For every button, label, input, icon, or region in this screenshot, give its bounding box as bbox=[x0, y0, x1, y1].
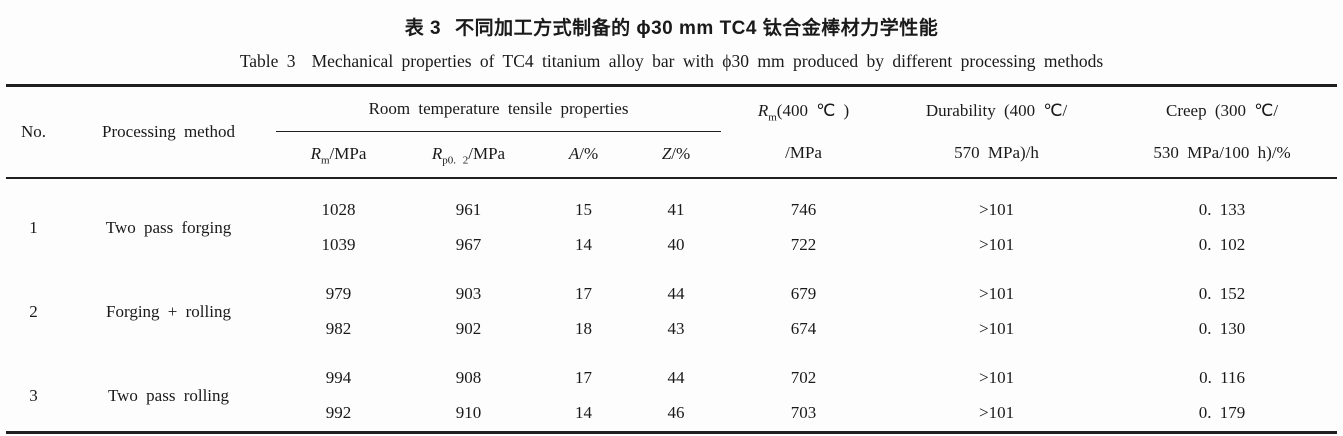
cell-a: 18 bbox=[575, 319, 592, 338]
cell-creep: 0. 116 bbox=[1199, 368, 1245, 387]
cell-creep: 0. 133 bbox=[1198, 200, 1246, 219]
table-row: 1 Two pass forging 1028 961 15 41 746 >1… bbox=[6, 178, 1337, 237]
cell-durability: >101 bbox=[978, 284, 1015, 303]
cell-durability: >101 bbox=[978, 319, 1015, 338]
col-header-durability: Durability (400 ℃/ 570 MPa)/h bbox=[886, 85, 1108, 179]
rm400-line1: Rm(400 ℃ ) bbox=[721, 90, 886, 132]
col-header-a: A/% bbox=[536, 131, 631, 179]
cell-durability: >101 bbox=[978, 368, 1015, 387]
cell-rp02: 902 bbox=[455, 319, 482, 338]
cell-durability: >101 bbox=[978, 235, 1015, 254]
a-symbol: A bbox=[568, 144, 580, 164]
rm400-symbol: R bbox=[757, 100, 769, 120]
col-header-rm: Rm/MPa bbox=[276, 131, 401, 179]
cell-no: 3 bbox=[29, 385, 38, 405]
creep-line1: Creep (300 ℃/ bbox=[1165, 100, 1279, 120]
col-header-no: No. bbox=[6, 85, 61, 179]
cell-creep: 0. 179 bbox=[1198, 403, 1246, 422]
cell-method: Two pass forging bbox=[105, 217, 232, 237]
table-number-en: Table 3 bbox=[239, 51, 296, 71]
col-header-rm-400: Rm(400 ℃ ) /MPa bbox=[721, 85, 887, 179]
cell-rm: 979 bbox=[325, 284, 352, 303]
cell-z: 43 bbox=[667, 319, 685, 338]
col-header-creep: Creep (300 ℃/ 530 MPa/100 h)/% bbox=[1107, 85, 1338, 179]
cell-z: 44 bbox=[667, 284, 685, 303]
a-unit: /% bbox=[579, 144, 599, 164]
cell-method: Forging + rolling bbox=[106, 301, 231, 321]
cell-creep: 0. 152 bbox=[1198, 284, 1246, 303]
table-caption-english: Table 3 Mechanical properties of TC4 tita… bbox=[0, 51, 1343, 72]
cell-a: 14 bbox=[575, 403, 592, 422]
header-row-sub: Rm/MPa Rp0. 2/MPa A/% Z/% bbox=[6, 131, 1337, 179]
cell-no: 2 bbox=[29, 301, 38, 321]
cell-z: 40 bbox=[667, 235, 685, 254]
cell-method: Two pass rolling bbox=[107, 385, 230, 405]
cell-rp02: 908 bbox=[455, 368, 482, 387]
table-body: 1 Two pass forging 1028 961 15 41 746 >1… bbox=[6, 178, 1337, 433]
col-header-z: Z/% bbox=[631, 131, 722, 179]
rm400-subscript: m bbox=[768, 111, 777, 124]
table-number-zh: 表 3 bbox=[404, 18, 442, 39]
cell-rm: 994 bbox=[325, 368, 352, 387]
cell-z: 41 bbox=[667, 200, 685, 219]
table-caption-chinese: 表 3 不同加工方式制备的 ϕ30 mm TC4 钛合金棒材力学性能 bbox=[0, 0, 1343, 40]
table-row: 3 Two pass rolling 994 908 17 44 702 >10… bbox=[6, 347, 1337, 405]
cell-a: 14 bbox=[575, 235, 592, 254]
rp02-subscript: p0. 2 bbox=[442, 154, 469, 167]
cell-z: 44 bbox=[667, 368, 685, 387]
cell-a: 15 bbox=[575, 200, 592, 219]
cell-rm: 1039 bbox=[321, 235, 356, 254]
cell-rp02: 961 bbox=[455, 200, 482, 219]
table-row: 982 902 18 43 674 >101 0. 130 bbox=[6, 312, 1337, 347]
table-row: 2 Forging + rolling 979 903 17 44 679 >1… bbox=[6, 263, 1337, 321]
cell-rm400: 702 bbox=[790, 368, 817, 387]
cell-rm400: 679 bbox=[790, 284, 817, 303]
table-row: 1039 967 14 40 722 >101 0. 102 bbox=[6, 228, 1337, 263]
rp02-unit: /MPa bbox=[468, 144, 506, 164]
cell-a: 17 bbox=[575, 284, 592, 303]
cell-z: 46 bbox=[667, 403, 685, 422]
cell-rm: 982 bbox=[325, 319, 352, 338]
rm-symbol: R bbox=[310, 144, 321, 164]
cell-rp02: 910 bbox=[455, 403, 482, 422]
rp02-symbol: R bbox=[431, 144, 443, 164]
rm400-condition: (400 ℃ ) bbox=[776, 100, 850, 120]
cell-durability: >101 bbox=[978, 200, 1015, 219]
durability-line1: Durability (400 ℃/ bbox=[925, 100, 1068, 120]
mechanical-properties-table: No. Processing method Room temperature t… bbox=[6, 84, 1338, 434]
table-title-en: Mechanical properties of TC4 titanium al… bbox=[311, 51, 1104, 71]
cell-creep: 0. 130 bbox=[1198, 319, 1246, 338]
rm-unit: /MPa bbox=[329, 144, 367, 164]
cell-rm400: 746 bbox=[790, 200, 817, 219]
cell-rm400: 722 bbox=[790, 235, 817, 254]
cell-rm400: 703 bbox=[790, 403, 817, 422]
rm400-line2: /MPa bbox=[785, 142, 822, 162]
cell-rm: 992 bbox=[325, 403, 352, 422]
creep-line2: 530 MPa/100 h)/% bbox=[1153, 142, 1291, 162]
rm-subscript: m bbox=[320, 154, 330, 167]
table-title-zh: 不同加工方式制备的 ϕ30 mm TC4 钛合金棒材力学性能 bbox=[455, 18, 939, 39]
header-row-top: No. Processing method Room temperature t… bbox=[6, 85, 1338, 179]
col-header-rp02: Rp0. 2/MPa bbox=[401, 131, 536, 179]
cell-no: 1 bbox=[29, 217, 38, 237]
cell-rm400: 674 bbox=[790, 319, 817, 338]
col-group-header-tensile: Room temperature tensile properties bbox=[276, 85, 722, 132]
table-row: 992 910 14 46 703 >101 0. 179 bbox=[6, 396, 1337, 433]
z-unit: /% bbox=[671, 144, 691, 164]
cell-a: 17 bbox=[575, 368, 592, 387]
cell-rm: 1028 bbox=[321, 200, 356, 219]
cell-durability: >101 bbox=[978, 403, 1015, 422]
col-header-processing-method: Processing method bbox=[61, 85, 276, 179]
durability-line2: 570 MPa)/h bbox=[954, 142, 1039, 162]
cell-rp02: 967 bbox=[455, 235, 482, 254]
table-header: No. Processing method Room temperature t… bbox=[6, 85, 1338, 179]
z-symbol: Z bbox=[661, 144, 672, 164]
cell-rp02: 903 bbox=[455, 284, 482, 303]
cell-creep: 0. 102 bbox=[1198, 235, 1246, 254]
